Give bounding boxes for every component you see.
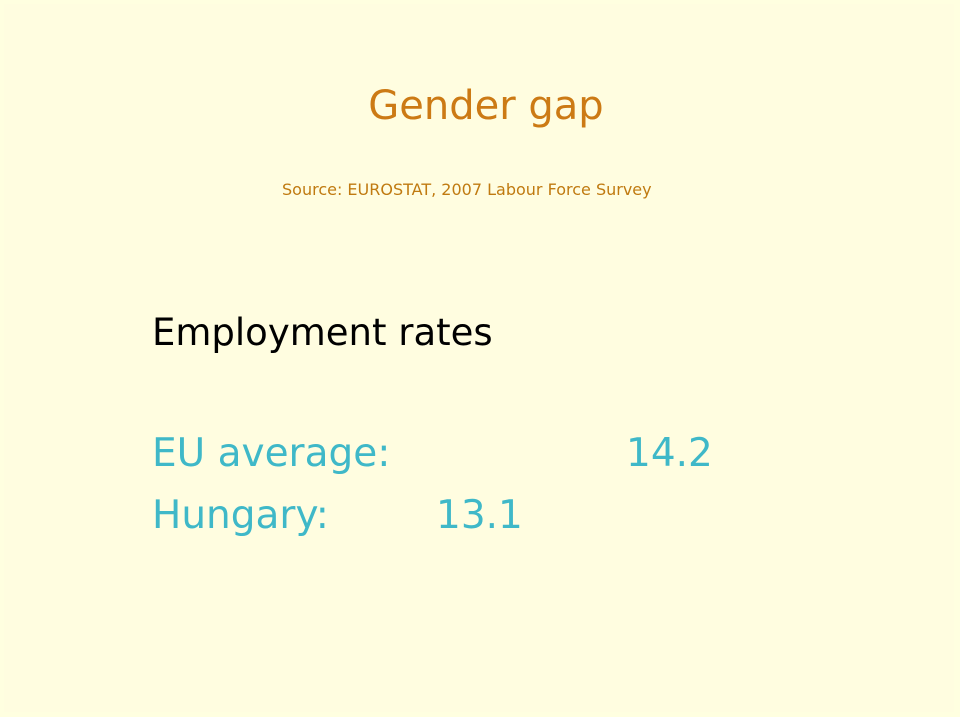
heading: Employment rates (152, 311, 493, 354)
row-value: 13.1 (436, 493, 523, 538)
row-value: 14.2 (626, 431, 713, 476)
source: Source: EUROSTAT, 2007 Labour Force Surv… (282, 180, 652, 199)
row-label: EU average: (152, 431, 391, 476)
row-label: Hungary: (152, 493, 329, 538)
slide: Gender gap Source: EUROSTAT, 2007 Labour… (4, 4, 954, 712)
title: Gender gap (368, 83, 604, 129)
